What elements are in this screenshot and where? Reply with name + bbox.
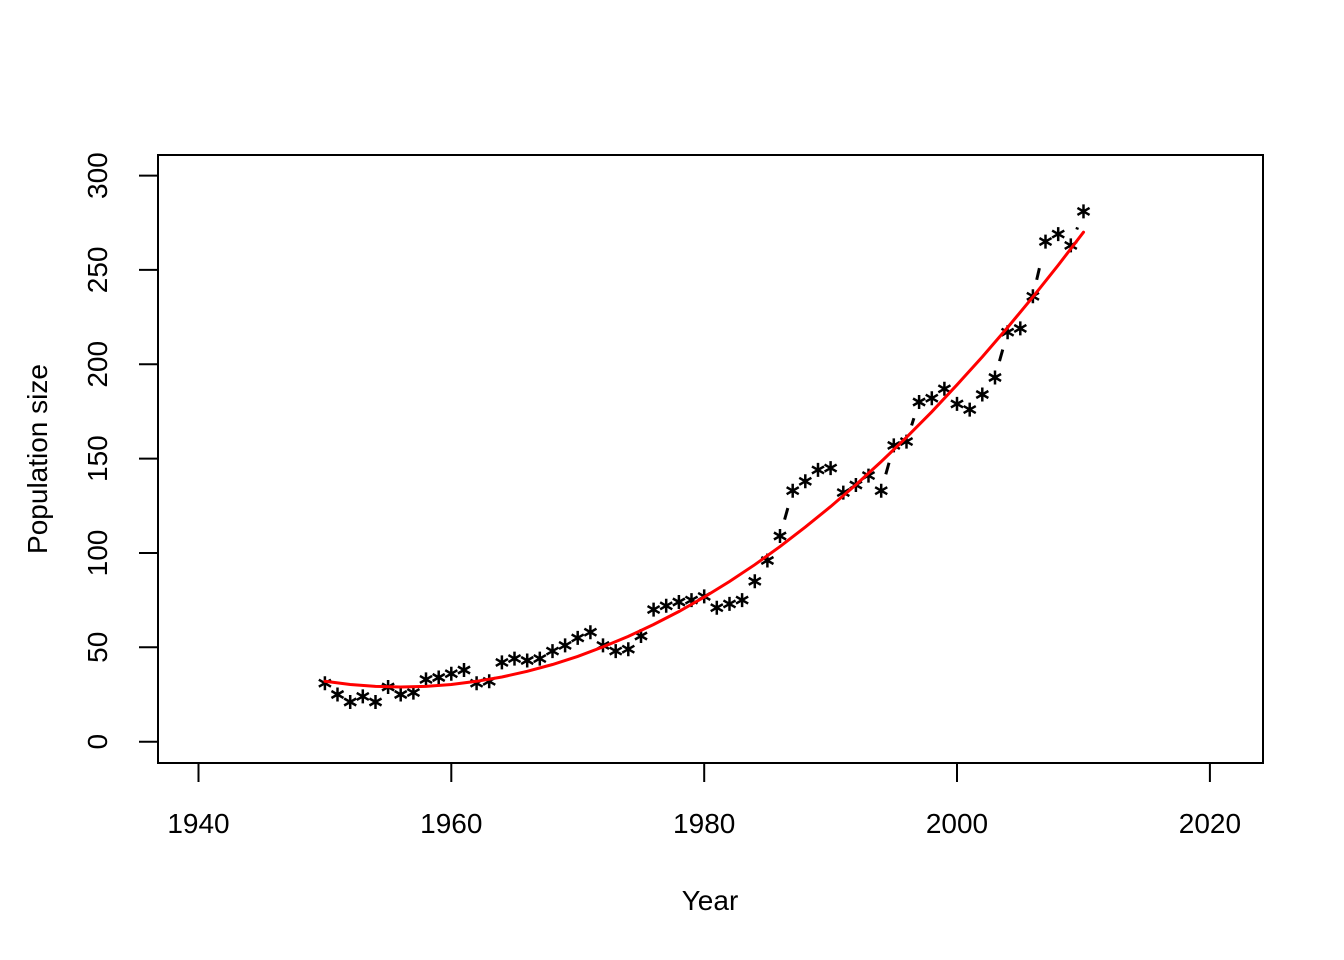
x-axis-title: Year (682, 885, 739, 916)
data-point-asterisk (419, 672, 433, 687)
data-point-asterisk (988, 370, 1002, 385)
data-point-asterisk (609, 644, 623, 659)
data-point-asterisk (533, 651, 547, 666)
data-point-asterisk (735, 593, 749, 608)
data-point-asterisk (520, 653, 534, 668)
data-point-asterisk (343, 695, 357, 709)
data-point-asterisk (507, 651, 522, 666)
y-tick-label: 300 (82, 152, 113, 199)
dashed-segment (884, 461, 891, 475)
data-point-asterisk (368, 695, 383, 709)
data-point-asterisk (925, 391, 939, 406)
data-point-asterisk (394, 687, 408, 702)
y-tick-label: 150 (82, 435, 113, 482)
y-tick-label: 250 (82, 247, 113, 294)
y-axis: 0 50 100 150 200 250 300 (82, 152, 158, 749)
dashed-segment (783, 506, 790, 521)
data-point-asterisk (444, 666, 458, 681)
y-tick-label: 50 (82, 632, 113, 663)
x-axis: 1940 1960 1980 2000 2020 (167, 763, 1241, 839)
data-point-asterisk (874, 483, 888, 498)
data-point-asterisk (912, 395, 926, 409)
data-point-asterisk (495, 655, 509, 670)
data-point-asterisk (1013, 321, 1027, 336)
plot-box (157, 154, 1264, 764)
x-tick-label: 1940 (167, 808, 229, 839)
y-tick-label: 0 (82, 734, 113, 750)
data-point-asterisk (571, 630, 585, 645)
data-point-asterisk (950, 396, 964, 411)
data-point-asterisk (1051, 227, 1065, 242)
y-tick-label: 100 (82, 530, 113, 577)
data-point-asterisk (356, 689, 370, 704)
data-point-asterisk (937, 381, 952, 396)
dashed-segment (998, 348, 1005, 362)
dashed-connector-line (783, 226, 1079, 521)
fit-curve (323, 230, 1085, 689)
data-point-asterisk (823, 461, 838, 476)
data-points (318, 204, 1091, 709)
data-point-asterisk (811, 462, 825, 477)
data-point-asterisk (710, 600, 724, 615)
data-point-asterisk (748, 574, 762, 589)
data-point-asterisk (963, 402, 977, 417)
dashed-segment (1035, 257, 1044, 281)
x-tick-label: 1960 (420, 808, 482, 839)
data-point-asterisk (722, 596, 737, 611)
data-point-asterisk (1038, 234, 1053, 249)
data-point-asterisk (786, 483, 800, 498)
data-point-asterisk (621, 642, 635, 657)
y-tick-label: 200 (82, 341, 113, 388)
y-axis-title: Population size (22, 364, 53, 554)
data-point-asterisk (583, 625, 598, 640)
data-point-asterisk (672, 595, 686, 609)
data-point-asterisk (1076, 204, 1091, 219)
x-tick-label: 1980 (673, 808, 735, 839)
data-point-asterisk (975, 387, 989, 402)
data-point-asterisk (659, 598, 673, 613)
data-point-asterisk (773, 529, 787, 543)
data-point-asterisk (545, 644, 560, 659)
data-point-asterisk (330, 687, 345, 702)
data-point-asterisk (798, 474, 812, 489)
data-point-asterisk (432, 670, 446, 685)
dashed-segment (1075, 226, 1079, 230)
data-point-asterisk (558, 638, 572, 653)
dashed-segment (910, 417, 916, 426)
data-point-asterisk (457, 663, 471, 677)
data-point-asterisk (646, 602, 661, 617)
x-tick-label: 2000 (926, 808, 988, 839)
x-tick-label: 2020 (1179, 808, 1241, 839)
